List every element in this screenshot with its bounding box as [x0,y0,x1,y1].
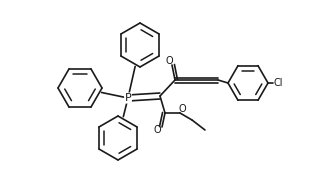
Text: O: O [153,125,161,135]
Text: Cl: Cl [273,78,283,88]
Text: P: P [125,93,131,103]
Text: O: O [178,104,186,114]
Text: O: O [165,56,173,66]
